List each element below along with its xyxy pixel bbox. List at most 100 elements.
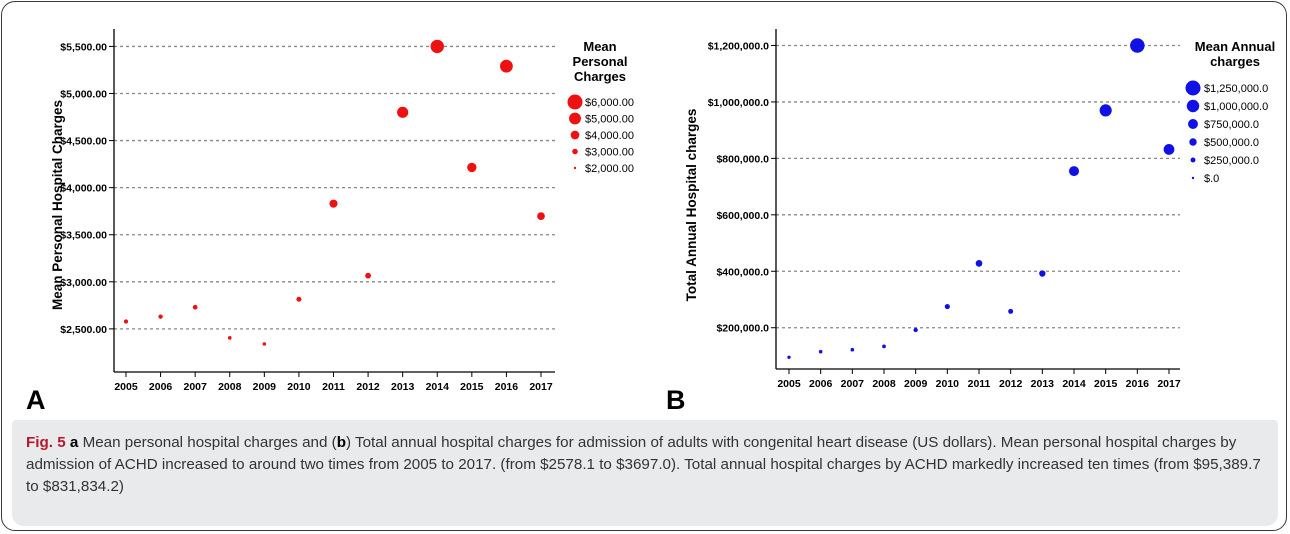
legend-marker bbox=[1188, 119, 1198, 129]
y-tick-label: $1,200,000.0 bbox=[708, 40, 769, 52]
data-point bbox=[296, 296, 302, 302]
data-point bbox=[850, 347, 855, 352]
legend-marker bbox=[1186, 99, 1200, 113]
x-tick-label: 2008 bbox=[872, 378, 896, 390]
data-point bbox=[1099, 104, 1112, 117]
x-tick-label: 2017 bbox=[1157, 378, 1181, 390]
legend-title: Personal bbox=[573, 54, 628, 69]
x-tick-label: 2013 bbox=[391, 381, 415, 393]
data-point bbox=[397, 106, 409, 118]
data-point bbox=[500, 59, 513, 73]
data-point bbox=[192, 304, 198, 310]
chart-a: $2,500.00 $3,000.00 $3,500.00 $4,000.00 $4,5… bbox=[50, 29, 634, 393]
x-tick-label: 2017 bbox=[529, 381, 553, 393]
x-tick-label: 2006 bbox=[809, 378, 833, 390]
panel-label-a: A bbox=[26, 385, 46, 415]
data-point bbox=[365, 272, 371, 279]
x-tick-label: 2010 bbox=[287, 381, 311, 393]
legend-entry: $1,000,000.0 bbox=[1204, 101, 1268, 113]
caption-text-2: ) Total annual hospital charges for admi… bbox=[26, 434, 1261, 495]
figure-caption: Fig. 5 a Mean personal hospital charges … bbox=[26, 432, 1266, 498]
legend-marker bbox=[573, 166, 577, 170]
legend-entry: $250,000.0 bbox=[1204, 155, 1259, 167]
x-tick-label: 2005 bbox=[114, 381, 138, 393]
legend-title: Mean Annual bbox=[1195, 39, 1275, 54]
legend-entry: $2,000.00 bbox=[585, 163, 634, 175]
data-point bbox=[430, 39, 444, 54]
legend-marker bbox=[1185, 80, 1201, 96]
y-tick-label: $5,000.00 bbox=[60, 88, 107, 100]
data-point bbox=[913, 327, 918, 333]
y-tick-label: $200,000.0 bbox=[716, 323, 769, 335]
legend-marker bbox=[1190, 157, 1196, 163]
y-axis-label: Total Annual Hospital charges bbox=[684, 109, 699, 302]
data-point bbox=[262, 342, 267, 346]
x-tick-label: 2008 bbox=[218, 381, 242, 393]
legend-entry: $3,000.00 bbox=[585, 147, 634, 159]
data-point bbox=[329, 199, 338, 208]
y-tick-label: $5,500.00 bbox=[60, 41, 107, 53]
data-point bbox=[1008, 308, 1014, 314]
data-point bbox=[1163, 143, 1175, 155]
legend-title: Charges bbox=[574, 69, 626, 84]
caption-part-b: b bbox=[336, 434, 346, 451]
x-tick-label: 2012 bbox=[356, 381, 380, 393]
legend-entry: $500,000.0 bbox=[1204, 137, 1259, 149]
data-point bbox=[1130, 38, 1145, 53]
caption-box bbox=[12, 420, 1278, 526]
x-tick-label: 2007 bbox=[841, 378, 865, 390]
x-tick-label: 2016 bbox=[495, 381, 519, 393]
data-point bbox=[123, 319, 129, 324]
data-point bbox=[1068, 166, 1080, 177]
x-tick-label: 2015 bbox=[460, 381, 484, 393]
legend-title: Mean bbox=[583, 39, 616, 54]
y-tick-label: $2,500.00 bbox=[60, 324, 107, 336]
caption-part-a: a bbox=[69, 434, 79, 451]
legend-marker bbox=[567, 94, 583, 110]
legend-marker bbox=[1191, 176, 1195, 180]
y-tick-label: $4,500.00 bbox=[60, 136, 107, 148]
data-point bbox=[787, 355, 791, 359]
data-point bbox=[882, 344, 886, 349]
legend-entry: $4,000.00 bbox=[585, 130, 634, 142]
caption-prefix: Fig. 5 bbox=[26, 434, 66, 451]
y-tick-label: $600,000.0 bbox=[716, 210, 769, 222]
legend-entry: $.0 bbox=[1204, 173, 1219, 185]
panel-label-b: B bbox=[666, 385, 686, 415]
legend-marker bbox=[572, 148, 578, 155]
x-tick-label: 2011 bbox=[968, 378, 991, 390]
data-point bbox=[467, 162, 477, 173]
x-tick-label: 2013 bbox=[1031, 378, 1055, 390]
legend-entry: $6,000.00 bbox=[585, 97, 634, 109]
legend-entry: $750,000.0 bbox=[1204, 119, 1259, 131]
x-tick-label: 2009 bbox=[904, 378, 928, 390]
x-tick-label: 2014 bbox=[426, 381, 450, 393]
x-tick-label: 2014 bbox=[1062, 378, 1086, 390]
x-tick-label: 2005 bbox=[777, 378, 801, 390]
data-point bbox=[944, 303, 950, 310]
data-point bbox=[1039, 270, 1046, 277]
legend-entry: $5,000.00 bbox=[585, 114, 634, 126]
legend-title: charges bbox=[1210, 54, 1260, 69]
x-tick-label: 2006 bbox=[149, 381, 173, 393]
y-axis-label: Mean Personal Hospital Charges bbox=[50, 100, 65, 310]
data-point bbox=[975, 260, 983, 267]
x-tick-label: 2015 bbox=[1094, 378, 1118, 390]
data-point bbox=[158, 314, 163, 319]
y-tick-label: $3,500.00 bbox=[60, 230, 107, 242]
data-point bbox=[818, 349, 823, 354]
y-tick-label: $1,000,000.0 bbox=[708, 97, 769, 109]
y-tick-label: $400,000.0 bbox=[716, 266, 769, 278]
y-tick-label: $800,000.0 bbox=[716, 153, 769, 165]
chart-b: $200,000.0 $400,000.0 $600,000.0 $800,000.0… bbox=[684, 29, 1275, 390]
y-tick-label: $4,000.00 bbox=[60, 183, 107, 195]
y-tick-label: $3,000.00 bbox=[60, 277, 107, 289]
legend-entry: $1,250,000.0 bbox=[1204, 83, 1268, 95]
x-tick-label: 2012 bbox=[999, 378, 1023, 390]
legend-marker bbox=[1189, 138, 1197, 146]
x-tick-label: 2011 bbox=[322, 381, 345, 393]
data-point bbox=[537, 212, 545, 221]
data-point bbox=[227, 335, 232, 340]
x-tick-label: 2016 bbox=[1126, 378, 1150, 390]
